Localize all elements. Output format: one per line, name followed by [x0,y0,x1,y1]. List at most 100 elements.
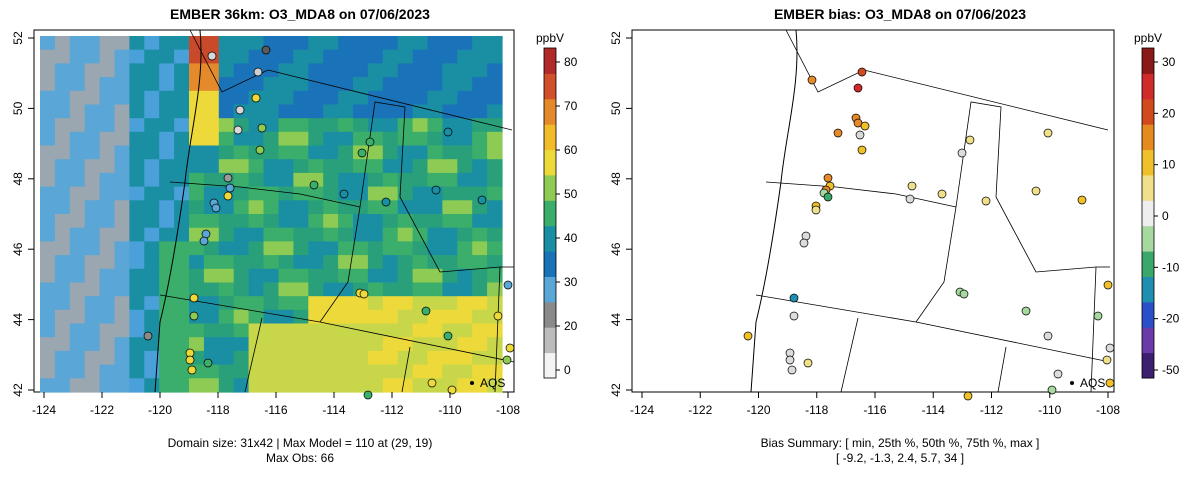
model-grid-cell [159,104,175,119]
obs-point [505,343,515,353]
model-grid-cell [457,227,473,242]
model-grid-cell [338,296,354,311]
model-grid-cell [144,131,160,147]
model-grid-cell [457,90,473,106]
model-grid-cell [412,63,429,78]
model-grid-cell [54,350,71,366]
model-grid-cell [218,364,235,379]
model-grid-cell [278,323,294,338]
model-grid-cell [367,90,384,106]
model-grid-cell [293,350,309,366]
model-grid-cell [457,118,473,133]
model-grid-cell [323,104,339,119]
model-grid-cell [353,118,369,133]
model-grid-cell [427,118,443,133]
model-grid-cell [338,255,354,270]
model-grid-cell [338,131,354,147]
right-coastline [750,29,798,393]
model-grid-cell [308,63,324,78]
model-grid-cell [99,350,116,366]
left-caption-line1: Domain size: 31x42 | Max Model = 110 at … [167,436,433,450]
model-grid-cell [144,268,160,284]
obs-point [1105,378,1115,388]
model-grid-cell [69,36,86,51]
model-grid-cell [54,241,71,256]
left-x-axis: -124 -122 -120 -118 -116 -114 -112 -110 -108 [32,392,520,417]
model-grid-cell [129,241,145,256]
model-grid-cell [69,77,86,92]
model-grid-cell [248,77,265,92]
model-grid-cell [114,241,130,256]
model-grid-cell [338,49,354,64]
model-grid-cell [144,350,160,366]
model-grid-cell [69,49,86,64]
left-colorbar-swatch [544,174,556,201]
model-grid-cell [382,337,399,352]
model-grid-cell [487,255,503,270]
left-colorbar-swatch [544,276,556,303]
model-grid-cell [159,49,175,64]
model-grid-cell [129,282,145,297]
model-grid-cell [99,255,116,270]
model-grid-cell [69,337,86,352]
model-grid-cell [218,118,235,133]
model-grid-cell [278,255,294,270]
model-grid-cell [338,378,354,393]
left-y-axis: 42 44 46 48 50 52 [11,31,34,397]
right-colorbar-swatch [1142,73,1154,100]
model-grid-cell [84,296,101,311]
model-grid-cell [129,49,145,64]
left-colorbar-swatch [544,48,556,74]
model-grid-cell [189,159,205,174]
model-grid-cell [293,90,309,106]
model-grid-cell [397,378,414,393]
left-x-tick-label: -108 [496,403,520,417]
model-grid-cell [457,200,473,215]
left-colorbar-swatch [544,225,556,252]
model-grid-cell [69,159,86,174]
model-grid-cell [382,77,399,92]
left-x-tick-label: -120 [148,403,172,417]
model-grid-cell [293,36,309,51]
model-grid-cell [99,36,116,51]
model-grid-cell [203,255,220,270]
model-grid-cell [487,186,503,201]
model-grid-cell [159,214,175,229]
model-grid-cell [472,131,488,147]
model-grid-cell [382,255,399,270]
right-colorbar-tick-label: 30 [1162,55,1176,69]
model-grid-cell [367,104,384,119]
model-grid-cell [427,323,443,338]
right-colorbar-swatch [1142,174,1154,201]
model-grid-cell [189,214,205,229]
right-colorbar-tick-label: 10 [1162,158,1176,172]
model-grid-cell [278,118,294,133]
model-grid-cell [293,241,309,256]
model-grid-cell [84,255,101,270]
model-grid-cell [144,104,160,119]
model-grid-cell [367,49,384,64]
model-grid-cell [174,63,190,78]
model-grid-cell [323,77,339,92]
model-grid-cell [69,145,86,160]
model-grid-cell [129,227,145,242]
model-grid-cell [248,323,265,338]
model-grid-cell [323,282,339,297]
model-grid-cell [472,350,488,366]
right-map-figure: -124 -122 -120 -118 -116 -114 -112 -110 -108 424… [609,29,1180,417]
right-colorbar-tick-label: 20 [1162,106,1176,120]
right-colorbar-swatch [1142,276,1154,303]
model-grid-cell [487,378,503,393]
model-grid-cell [487,282,503,297]
model-grid-cell [338,36,354,51]
model-grid-cell [487,131,503,147]
model-grid-cell [412,268,429,284]
model-grid-cell [308,227,324,242]
model-grid-cell [472,36,488,51]
model-grid-cell [323,63,339,78]
model-grid-cell [293,296,309,311]
obs-point [203,358,213,368]
model-grid-cell [308,36,324,51]
model-grid-cell [84,200,101,215]
model-grid-cell [129,337,145,352]
